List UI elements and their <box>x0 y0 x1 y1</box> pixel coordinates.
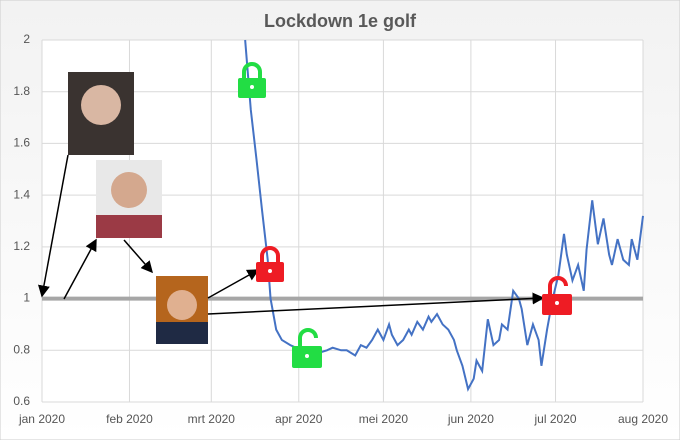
arrow <box>207 269 260 299</box>
x-tick-label: aug 2020 <box>618 412 668 426</box>
y-tick-label: 1 <box>23 291 30 305</box>
arrow <box>38 154 69 298</box>
y-tick-label: 0.6 <box>13 394 30 408</box>
x-tick-label: mrt 2020 <box>188 412 236 426</box>
arrow <box>207 292 545 315</box>
photo <box>96 215 162 238</box>
y-tick-label: 1.2 <box>13 239 30 253</box>
photo-face <box>81 85 121 125</box>
y-tick-label: 1.8 <box>13 84 30 98</box>
y-tick-label: 2 <box>23 32 30 46</box>
y-tick-label: 1.6 <box>13 136 30 150</box>
lock-open-red <box>542 276 572 315</box>
lock-closed-red <box>256 246 284 282</box>
x-tick-label: mei 2020 <box>359 412 409 426</box>
photo-face <box>167 290 197 320</box>
lock-closed-green <box>238 62 266 98</box>
photo <box>156 322 208 344</box>
chart-title: Lockdown 1e golf <box>264 11 417 31</box>
arrow <box>123 239 153 274</box>
y-tick-label: 0.8 <box>13 342 30 356</box>
photo-face <box>111 172 147 208</box>
lock-open-green <box>292 328 322 368</box>
x-tick-label: feb 2020 <box>106 412 153 426</box>
x-tick-label: apr 2020 <box>275 412 323 426</box>
arrow <box>63 238 97 300</box>
x-tick-label: jan 2020 <box>18 412 65 426</box>
y-tick-label: 1.4 <box>13 187 30 201</box>
x-tick-label: jun 2020 <box>447 412 494 426</box>
x-tick-label: jul 2020 <box>534 412 577 426</box>
